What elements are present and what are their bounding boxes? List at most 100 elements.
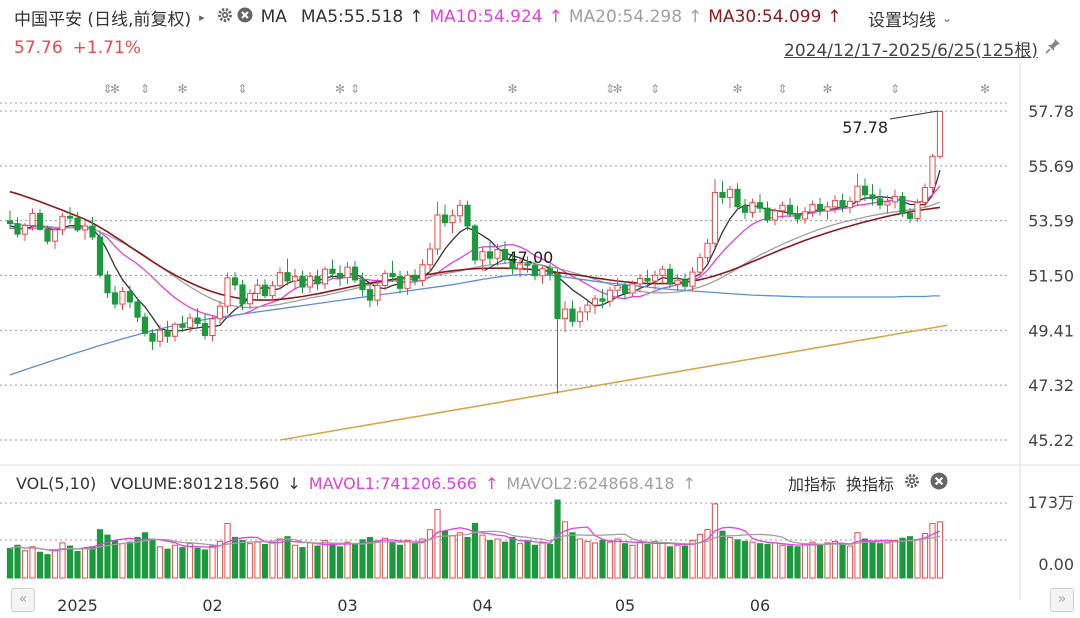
volume-bar [494, 538, 501, 579]
x-tick-label: 04 [472, 596, 492, 615]
candle-body [794, 213, 801, 220]
candle-body [764, 207, 771, 221]
volume-bar [434, 508, 441, 579]
candle-body [726, 188, 734, 198]
scroll-right-button[interactable]: » [1050, 588, 1074, 612]
volume-bar [314, 545, 321, 579]
candle-body [854, 185, 861, 202]
candle-body [29, 212, 36, 226]
candle-body [119, 290, 126, 305]
candle-body [464, 204, 471, 227]
mavol2-line [9, 530, 941, 551]
candle-body [801, 211, 809, 220]
candle-body [741, 206, 749, 213]
volume-bar [621, 543, 629, 579]
candle-body [921, 186, 929, 203]
gear-icon[interactable] [904, 473, 920, 493]
candle-body [614, 284, 621, 291]
date-range-text[interactable]: 2024/12/17-2025/6/25(125根) [784, 40, 1038, 61]
volume-bar [36, 551, 44, 579]
volume-bar [81, 547, 89, 579]
caret-right-icon[interactable]: ▸ [199, 10, 205, 24]
scroll-left-button[interactable]: « [11, 588, 35, 612]
candle-body [201, 322, 209, 336]
volume-bar [269, 542, 276, 579]
event-marker-icon: ⇕ [605, 82, 615, 96]
volume-bar [164, 548, 171, 579]
volume-bar [321, 540, 329, 579]
candle-body [891, 195, 899, 203]
current-price: 57.76 [14, 38, 63, 58]
candle-body [689, 271, 696, 287]
candle-body [899, 195, 906, 214]
stock-title[interactable]: 中国平安 (日线,前复权) [14, 9, 192, 30]
price-tick-label: 57.78 [1028, 102, 1074, 121]
candle-body [554, 273, 561, 319]
volume-bar [651, 540, 659, 579]
candle-body [66, 215, 74, 219]
volume-bar [599, 540, 606, 579]
candle-body [666, 268, 674, 285]
candle-body [306, 275, 314, 288]
volume-bar [674, 544, 681, 579]
candle-body [621, 284, 629, 294]
candle-body [516, 263, 524, 270]
ma-line-ma30 [9, 190, 941, 301]
price-tick-label: 53.59 [1028, 212, 1074, 231]
volume-bar [396, 544, 404, 579]
volume-bar [329, 543, 336, 579]
volume-bar [351, 543, 359, 579]
close-icon[interactable] [930, 472, 948, 494]
ma5-value: MA5:55.518 [300, 7, 404, 27]
volume-bar [561, 521, 569, 579]
volume-bar [569, 532, 576, 579]
pin-icon[interactable] [1044, 37, 1062, 60]
candle-body [344, 266, 351, 279]
candle-body [824, 206, 831, 212]
price-tick-label: 45.22 [1028, 431, 1074, 450]
volume-bar [389, 542, 396, 579]
volume-bar [516, 543, 524, 579]
volume-bar [6, 547, 14, 579]
event-marker-icon: ⇕ [140, 82, 150, 96]
candle-body [314, 275, 321, 285]
vol-label[interactable]: VOL(5,10) [16, 473, 97, 493]
candle-body [869, 194, 876, 200]
volume-bar [419, 538, 426, 579]
event-marker-icon: ⇕ [777, 82, 787, 96]
volume-bar [906, 536, 914, 579]
candle-body [644, 277, 651, 282]
price-tick-label: 49.41 [1028, 321, 1074, 340]
gear-icon[interactable] [217, 7, 233, 28]
volume-bar [644, 543, 651, 579]
candle-body [329, 268, 336, 274]
candle-body [104, 274, 111, 294]
volume-bar [231, 536, 239, 579]
min-annotation-line [484, 258, 505, 272]
volume-bar [299, 547, 306, 579]
volume-bar [96, 529, 104, 579]
candle-body [629, 283, 636, 294]
ma-settings-button[interactable]: 设置均线 ⌄ [868, 6, 952, 31]
candle-body [404, 274, 411, 289]
volume-bar [306, 542, 314, 579]
add-indicator-button[interactable]: 加指标 [788, 475, 837, 494]
switch-indicator-button[interactable]: 换指标 [846, 475, 895, 494]
candle-body [501, 249, 509, 261]
candle-body [914, 201, 921, 219]
event-marker-icon: ⇕ [237, 82, 247, 96]
candle-body [156, 329, 164, 342]
ma30-value: MA30:54.099 [708, 7, 822, 27]
volume-bar [89, 546, 96, 579]
volume-bar [786, 545, 794, 579]
close-icon[interactable] [237, 7, 253, 28]
price-change: +1.71% [72, 38, 141, 58]
volume-bar [426, 529, 434, 579]
max-annotation-label: 57.78 [842, 118, 888, 137]
volume-bar [21, 550, 29, 579]
candle-body [749, 202, 756, 213]
volume-bar [936, 521, 944, 579]
volume-bar [929, 522, 936, 579]
volume-bar [44, 554, 51, 579]
